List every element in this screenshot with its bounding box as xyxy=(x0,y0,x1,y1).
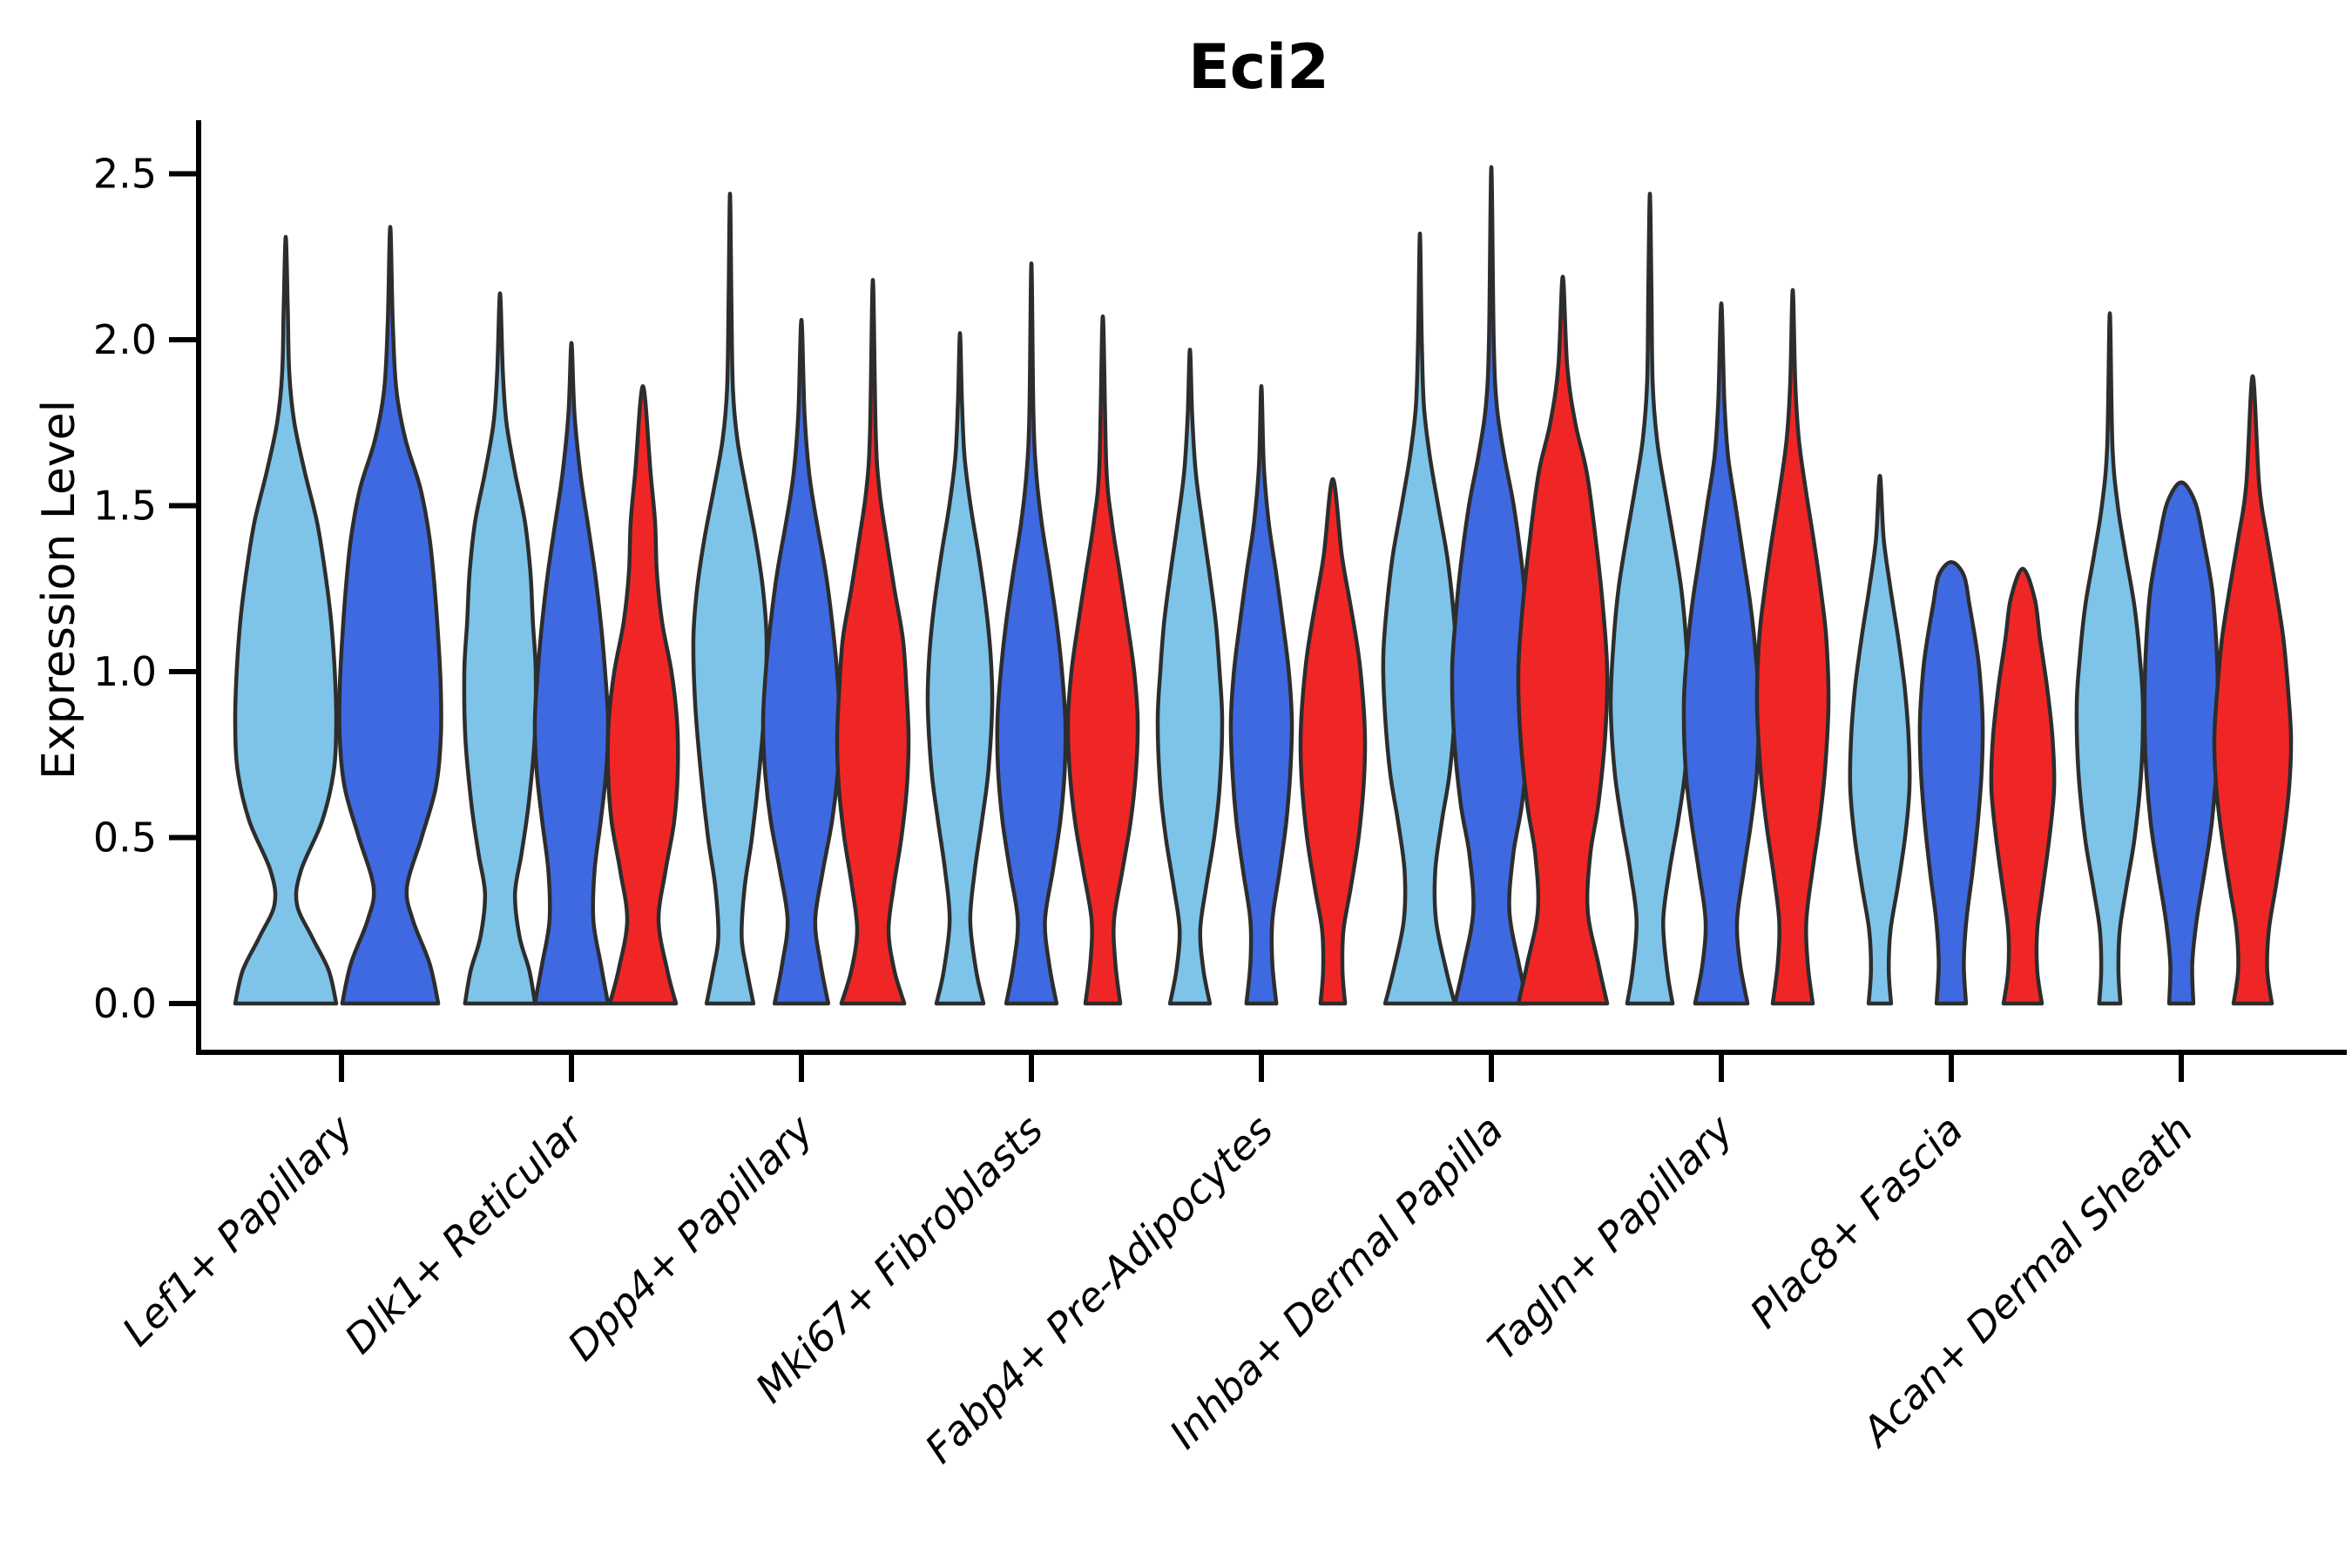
violin-7-series-1-skyblue xyxy=(1608,192,1692,1006)
y-tick-label-2.0: 2.0 xyxy=(93,316,157,363)
violin-1-series-1-skyblue xyxy=(233,234,339,1006)
violin-8-series-3-red xyxy=(1989,566,2057,1006)
x-tick-label-8: Plac8+ Fascia xyxy=(1740,1106,1971,1337)
x-tick-label-3: Dpp4+ Papillary xyxy=(558,1105,822,1369)
violin-9-series-3-red xyxy=(2212,374,2294,1006)
violin-6-series-2-royalblue xyxy=(1450,165,1533,1006)
violin-3-series-1-skyblue xyxy=(691,192,769,1006)
violin-5-series-1-skyblue xyxy=(1155,348,1225,1006)
y-tick-label-1.0: 1.0 xyxy=(93,648,157,695)
y-tick-label-0.0: 0.0 xyxy=(93,980,157,1027)
x-tick-label-1: Lef1+ Papillary xyxy=(113,1105,362,1355)
violin-4-series-3-red xyxy=(1065,314,1140,1006)
violin-2-series-3-red xyxy=(605,384,680,1006)
violin-1-series-2-royalblue xyxy=(337,225,443,1006)
violin-4-series-2-royalblue xyxy=(995,261,1068,1006)
violin-9-series-2-royalblue xyxy=(2142,480,2220,1006)
violin-2-series-2-royalblue xyxy=(532,341,611,1006)
violin-3-series-3-red xyxy=(835,278,911,1006)
violin-5-series-3-red xyxy=(1298,476,1368,1006)
chart-title: Eci2 xyxy=(1187,31,1329,103)
x-tick-label-7: Tagln+ Papillary xyxy=(1478,1105,1742,1369)
violin-5-series-2-royalblue xyxy=(1228,384,1294,1006)
violin-6-series-3-red xyxy=(1516,274,1610,1006)
violin-3-series-2-royalblue xyxy=(760,317,842,1006)
y-tick-label-0.5: 0.5 xyxy=(93,814,157,862)
y-tick-label-1.5: 1.5 xyxy=(93,483,157,530)
violin-7-series-2-royalblue xyxy=(1681,301,1761,1006)
violin-8-series-1-skyblue xyxy=(1848,473,1912,1006)
x-tick-label-2: Dlk1+ Reticular xyxy=(335,1104,594,1362)
violin-4-series-1-skyblue xyxy=(925,331,995,1006)
violin-2-series-1-skyblue xyxy=(462,291,538,1006)
violin-9-series-1-skyblue xyxy=(2074,311,2146,1006)
y-axis-label: Expression Level xyxy=(33,399,85,781)
violin-8-series-2-royalblue xyxy=(1917,560,1985,1006)
y-tick-label-2.5: 2.5 xyxy=(93,151,157,198)
violin-6-series-1-skyblue xyxy=(1381,231,1459,1006)
violin-7-series-3-red xyxy=(1754,287,1831,1006)
